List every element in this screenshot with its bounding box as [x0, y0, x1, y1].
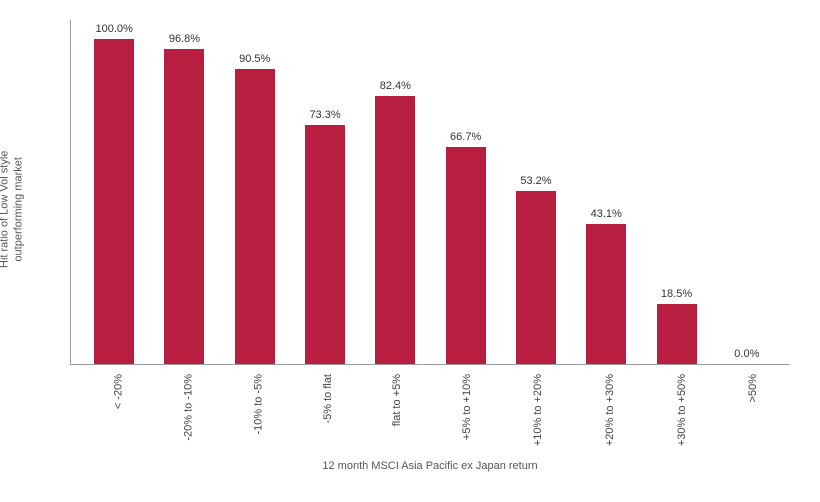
bar	[305, 125, 345, 364]
x-axis-label: 12 month MSCI Asia Pacific ex Japan retu…	[70, 460, 790, 472]
x-tick-label: < -20%	[78, 370, 148, 450]
bar-column: 82.4%	[360, 20, 430, 364]
bar-value-label: 43.1%	[591, 208, 622, 220]
bar	[586, 224, 626, 364]
bar-column: 96.8%	[149, 20, 219, 364]
bars-container: 100.0% 96.8% 90.5% 73.3% 82.4% 66.7% 53.2% 43.1…	[71, 20, 790, 364]
hit-ratio-bar-chart: Hit ratio of Low Vol style outperforming…	[50, 20, 800, 480]
bar-value-label: 82.4%	[380, 80, 411, 92]
bar	[235, 69, 275, 364]
bar	[516, 191, 556, 364]
plot-area: 100.0% 96.8% 90.5% 73.3% 82.4% 66.7% 53.2% 43.1…	[70, 20, 790, 365]
bar	[657, 304, 697, 364]
bar-column: 43.1%	[571, 20, 641, 364]
bar-value-label: 73.3%	[309, 109, 340, 121]
bar-value-label: 18.5%	[661, 288, 692, 300]
bar-value-label: 0.0%	[734, 348, 759, 360]
bar-column: 90.5%	[220, 20, 290, 364]
bar-column: 53.2%	[501, 20, 571, 364]
bar-value-label: 66.7%	[450, 131, 481, 143]
bar-value-label: 100.0%	[95, 23, 132, 35]
bar-column: 73.3%	[290, 20, 360, 364]
bar-value-label: 90.5%	[239, 53, 270, 65]
bar	[375, 96, 415, 364]
y-axis-label: Hit ratio of Low Vol style outperforming…	[0, 84, 26, 334]
bar-value-label: 53.2%	[520, 175, 551, 187]
bar	[164, 49, 204, 364]
bar-column: 18.5%	[641, 20, 711, 364]
bar-column: 100.0%	[79, 20, 149, 364]
bar	[446, 147, 486, 364]
bar-column: 66.7%	[430, 20, 500, 364]
bar	[94, 39, 134, 364]
bar-value-label: 96.8%	[169, 33, 200, 45]
bar-column: 0.0%	[712, 20, 782, 364]
x-tick-labels: < -20%-20% to -10%-10% to -5%-5% to flat…	[70, 370, 790, 450]
